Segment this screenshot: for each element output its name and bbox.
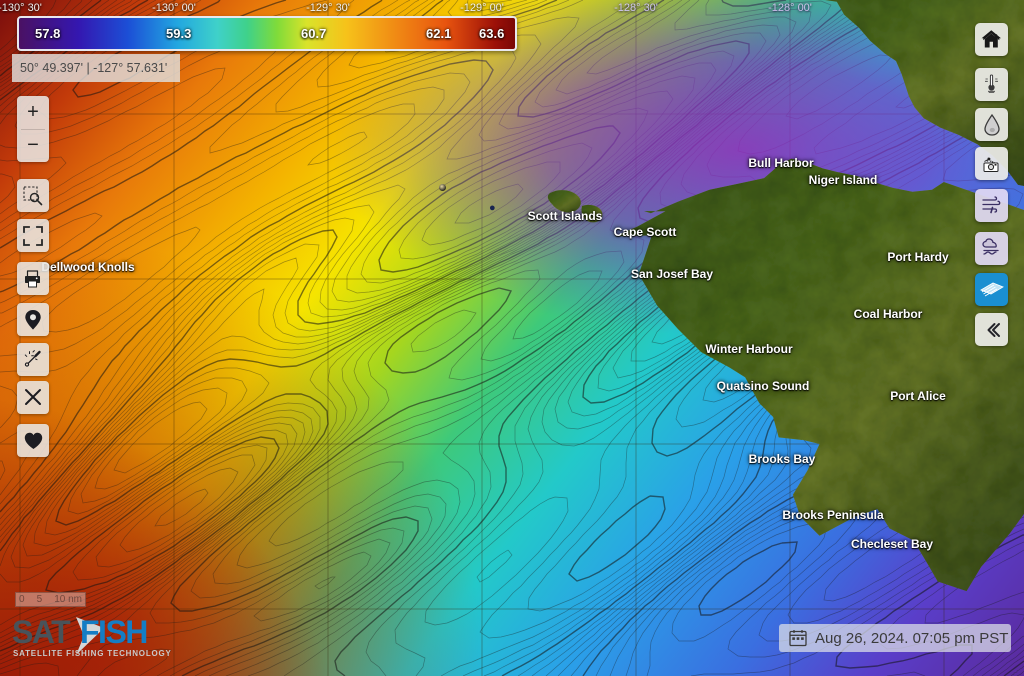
svg-text:SATELLITE FISHING TECHNOLOGY: SATELLITE FISHING TECHNOLOGY [13, 649, 172, 658]
svg-text:SAT: SAT [12, 614, 71, 650]
svg-text:FISH: FISH [80, 614, 147, 650]
